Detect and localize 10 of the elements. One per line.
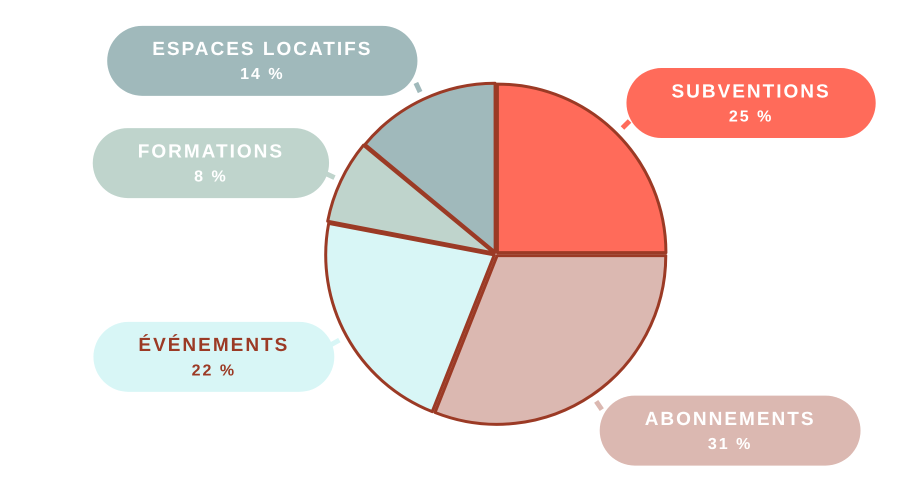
slice-label: FORMATIONS bbox=[138, 141, 284, 162]
slice-label: ABONNEMENTS bbox=[644, 408, 816, 430]
data-label: 25 % bbox=[728, 108, 774, 126]
slice-label: SUBVENTIONS bbox=[671, 81, 831, 102]
data-label: 14 % bbox=[240, 66, 285, 84]
legend-label: ÉVÉNEMENTS bbox=[138, 334, 290, 356]
data-label: 8 % bbox=[194, 168, 228, 186]
slice-label: ESPACES LOCATIFS bbox=[152, 39, 372, 60]
data-label: 31 % bbox=[708, 436, 752, 453]
data-label: 22 % bbox=[192, 362, 236, 380]
